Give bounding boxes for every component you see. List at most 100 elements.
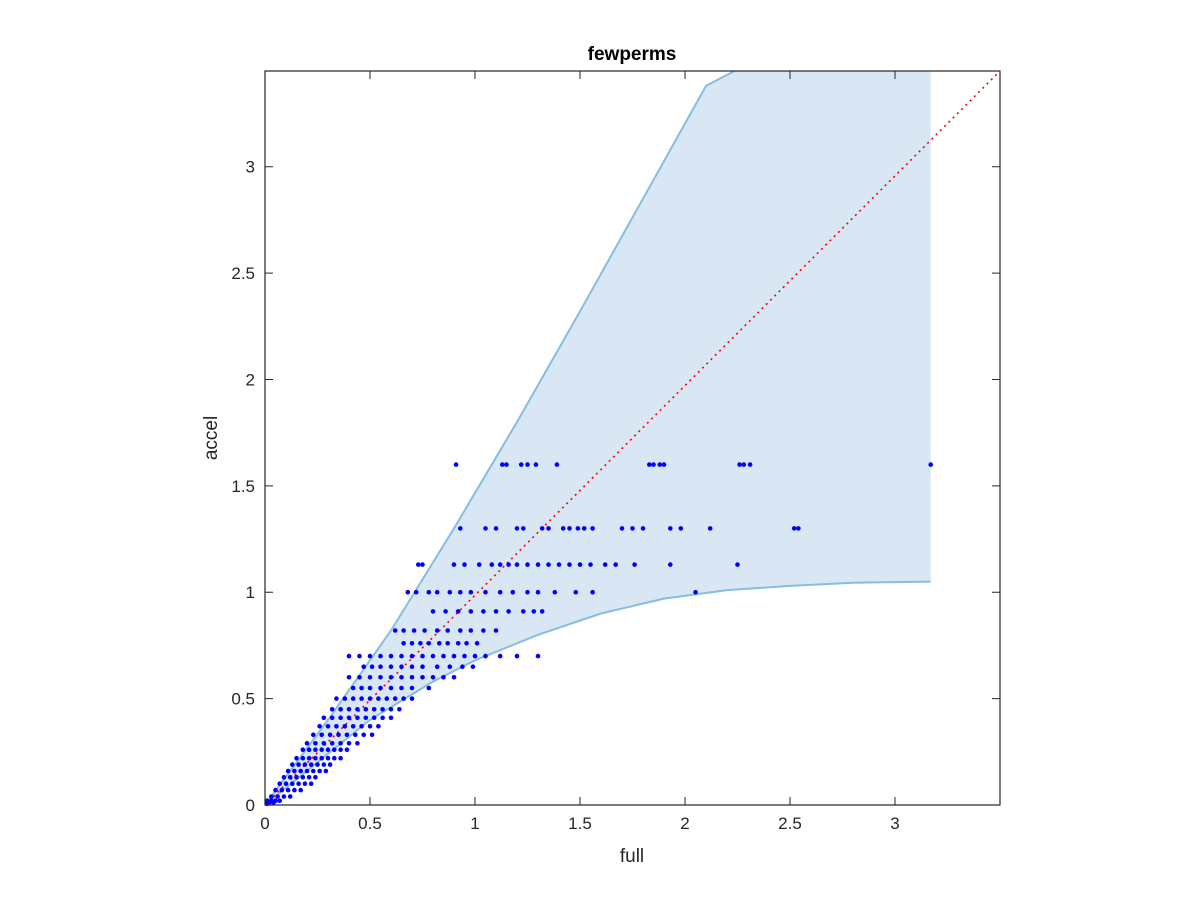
data-point [546,526,551,531]
data-point [422,628,427,633]
data-point [493,628,499,633]
data-point [632,562,637,567]
data-point [388,707,394,712]
data-point [319,732,325,738]
data-point [376,724,381,729]
data-point [451,675,457,680]
data-point [535,653,541,659]
data-point [298,768,304,774]
data-point [384,696,390,701]
y-tick-label: 2 [246,370,255,389]
data-point [497,589,503,595]
data-point [350,696,356,701]
data-point [668,526,673,531]
data-point [399,664,404,669]
chart-title: fewperms [588,44,677,65]
data-point [401,628,406,633]
data-point [539,526,545,531]
data-point [661,462,667,467]
data-point [481,609,486,614]
data-point [476,562,482,567]
data-point [321,715,327,721]
data-point [707,526,713,531]
data-point [327,732,333,738]
data-point [388,675,394,680]
x-tick-label: 1 [470,814,479,833]
data-point [308,762,314,767]
band-upper-edge [264,70,735,806]
data-point [306,747,312,752]
data-point [693,589,698,595]
data-point [426,685,432,691]
data-point [334,696,339,701]
data-point [355,707,360,712]
data-point [409,696,415,701]
data-point [451,653,457,659]
data-point [678,526,684,531]
data-point [388,685,394,691]
data-point [483,653,488,659]
confidence-band [264,70,931,806]
data-point [300,775,306,780]
data-point [269,794,274,799]
data-point [409,641,415,646]
data-point [928,462,933,467]
data-point [380,715,385,721]
data-point [441,675,446,680]
x-tick-label: 3 [890,814,899,833]
data-point [271,800,276,806]
data-point [344,732,350,738]
data-point [306,775,312,780]
data-point [460,664,465,669]
data-point [420,664,425,669]
data-point [392,696,398,701]
data-point [329,707,335,712]
data-point [430,609,436,614]
data-point [514,562,520,567]
data-point [273,787,278,793]
data-point [483,589,488,595]
data-point [533,462,539,467]
data-point [426,589,432,595]
data-point [388,653,394,659]
data-point [313,741,318,746]
data-point [657,462,663,467]
data-point [737,462,742,467]
data-point [411,628,417,633]
data-point [525,462,530,467]
data-point [346,675,352,680]
data-point [313,755,318,761]
data-point [285,768,291,774]
data-point [451,562,457,567]
data-point [430,653,436,659]
data-point [338,755,343,761]
data-point [445,641,451,646]
data-point [338,741,343,746]
data-point [531,609,537,614]
data-point [321,741,327,746]
data-point [462,653,467,659]
data-point [344,747,350,752]
data-point [371,707,377,712]
x-axis-ticks: 0 0.5 1 1.5 2 2.5 3 [260,71,900,833]
data-point [560,526,566,531]
data-point [378,675,383,680]
data-point [539,609,545,614]
data-point [346,653,352,659]
data-point [468,589,474,595]
data-point [361,732,367,738]
data-point [317,768,322,774]
data-point [647,462,652,467]
x-tick-label: 0 [260,814,269,833]
data-point [590,589,595,595]
data-point [556,562,562,567]
data-point [409,675,415,680]
data-point [552,589,558,595]
data-point [791,526,797,531]
data-point [468,628,474,633]
data-point [630,526,635,531]
data-point [567,526,572,531]
data-point [521,526,526,531]
data-point [325,747,331,752]
